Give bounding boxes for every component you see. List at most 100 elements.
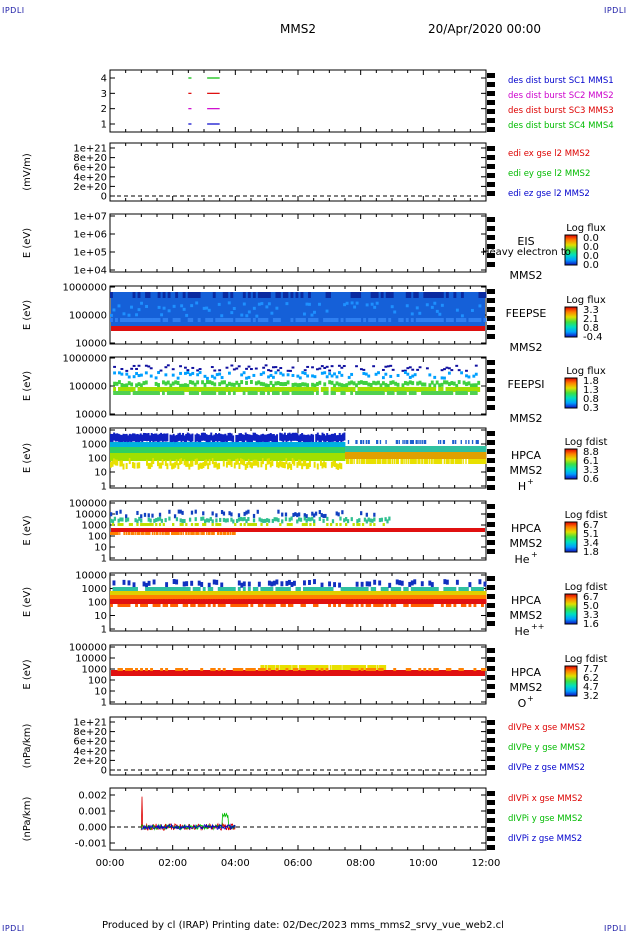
hpca-he-panel-cell: [190, 532, 192, 535]
hpca-h-panel-cell: [114, 442, 117, 447]
hpca-h-panel-cell: [395, 440, 398, 444]
hpca-h-panel-edge-marker: [487, 431, 495, 436]
hpca-h-panel-cell: [347, 440, 350, 444]
hpca-h-panel-cell: [302, 453, 305, 461]
feepsi-panel-cell: [425, 367, 429, 370]
hpca-h-panel-cell: [294, 447, 297, 453]
hpca-h-panel-cell: [147, 462, 150, 469]
hpca-he2-panel-cell: [287, 587, 291, 591]
hpca-h-panel-cell: [407, 452, 410, 459]
hpca-he2-panel-cell: [237, 599, 241, 604]
feepse-panel-cell: [185, 313, 189, 317]
hpca-h-panel-cell: [197, 463, 200, 470]
hpca-h-panel-cell: [433, 459, 435, 464]
hpca-h-panel-cell: [436, 452, 438, 459]
hpca-he2-panel-cell: [242, 604, 246, 607]
hpca-o-panel-cell: [379, 665, 381, 670]
hpca-he2-panel-cell: [152, 591, 156, 595]
hpca-h-panel-cell: [266, 447, 269, 453]
feepsi-panel-cell: [174, 391, 178, 395]
feepse-panel-cell: [415, 292, 419, 298]
hpca-he2-panel-cell: [463, 599, 467, 604]
hpca-he2-panel-cell: [338, 591, 342, 595]
feepsi-panel-cell: [201, 391, 204, 395]
feepsi-panel-cell: [391, 368, 395, 371]
feepse-panel-cell: [405, 318, 409, 322]
hpca-h-panel-cell: [251, 453, 253, 461]
feepsi-panel-cell: [389, 364, 393, 367]
hpca-h-panel-cell: [438, 446, 440, 452]
hpca-he-panel-cell: [194, 517, 197, 522]
hpca-he2-panel-cell: [290, 581, 294, 587]
eis-panel-edge-marker: [487, 262, 495, 267]
hpca-h-panel-cell: [128, 447, 131, 453]
hpca-h-panel-cell: [280, 461, 283, 468]
feepsi-panel-cell: [218, 382, 222, 387]
hpca-h-panel-cell: [348, 446, 351, 452]
feepse-panel-cell: [132, 318, 136, 322]
hpca-h-panel-cell: [348, 452, 351, 459]
hpca-h-panel-cell: [430, 446, 432, 452]
hpca-h-panel-cell: [400, 446, 402, 452]
hpca-h-panel-cell: [174, 435, 177, 444]
hpca-h-panel-cell: [222, 434, 225, 443]
feepse-panel-cell: [483, 292, 487, 298]
hpca-h-panel-cell: [363, 446, 366, 452]
hpca-h-panel-cell: [460, 446, 462, 452]
hpca-h-panel-cell: [341, 442, 344, 447]
hpca-h-panel-cell: [164, 433, 167, 442]
hpca-he2-panel-cell: [177, 599, 181, 604]
hpca-h-panel-cell: [207, 435, 210, 444]
feepsi-panel-cell: [347, 387, 351, 392]
hpca-h-panel-cell: [202, 442, 205, 447]
hpca-h-panel-cell: [196, 447, 199, 453]
hpca-he2-panel-cell: [267, 595, 271, 600]
feepsi-panel-cell: [303, 382, 307, 387]
hpca-he2-panel-cell: [157, 587, 161, 591]
eis-panel-ytick-label: 1e+04: [73, 266, 107, 277]
feepse-panel-cell: [438, 312, 442, 316]
hpca-o-panel-cell: [302, 665, 304, 670]
hpca-h-panel-cell: [465, 459, 467, 464]
feepse-panel-cell: [355, 301, 359, 305]
hpca-he-band-red: [111, 528, 485, 532]
hpca-h-panel-cell: [405, 446, 407, 452]
feepsi-panel-cell: [179, 391, 182, 395]
hpca-h-panel-cell: [371, 446, 373, 452]
hpca-h-panel-cell: [412, 459, 415, 464]
hpca-h-panel-cell: [130, 453, 133, 461]
hpca-h-panel-cell: [411, 446, 414, 452]
hpca-h-panel-cell: [308, 453, 311, 461]
hpca-he-panel-cell: [279, 523, 282, 526]
hpca-h-panel-cell: [285, 458, 288, 465]
hpca-he2-panel-species-sup: ++: [531, 622, 544, 631]
hpca-he-panel-cell: [162, 523, 165, 526]
hpca-h-panel-cell: [147, 447, 150, 453]
hpca-h-panel-cell: [124, 447, 127, 453]
divpi-panel-ytick-label: 0.001: [78, 807, 107, 818]
feepsi-panel-cell: [159, 369, 163, 372]
hpca-he2-panel-cell: [165, 604, 169, 607]
hpca-h-panel-cell: [249, 461, 252, 468]
feepsi-panel-cell: [232, 368, 236, 371]
hpca-h-panel-cell: [283, 442, 286, 447]
hpca-he2-panel-colorbar: [564, 593, 578, 625]
hpca-h-panel-cell: [419, 452, 421, 459]
hpca-h-panel-cell: [247, 458, 250, 465]
hpca-h-panel-cell: [119, 453, 122, 461]
hpca-h-panel-cell: [439, 459, 442, 464]
hpca-he-panel-cell: [365, 512, 368, 517]
hpca-h-panel-cell: [160, 432, 163, 441]
feepsi-panel-cell: [418, 366, 422, 369]
hpca-o-panel-cell: [363, 665, 365, 670]
hpca-o-panel-cell: [125, 668, 128, 671]
hpca-o-panel-spacecraft-label: MMS2: [510, 681, 543, 694]
hpca-h-panel-cell: [116, 447, 119, 453]
hpca-he-panel-cell: [158, 512, 162, 517]
divpe-panel-ytick-label: 2e+20: [73, 756, 107, 767]
feepsi-panel-cell: [179, 383, 182, 388]
feepse-panel-cell: [230, 311, 234, 315]
feepse-panel-cell: [378, 318, 382, 322]
feepsi-panel-cell: [179, 365, 182, 368]
hpca-he2-panel-cell: [375, 595, 379, 600]
